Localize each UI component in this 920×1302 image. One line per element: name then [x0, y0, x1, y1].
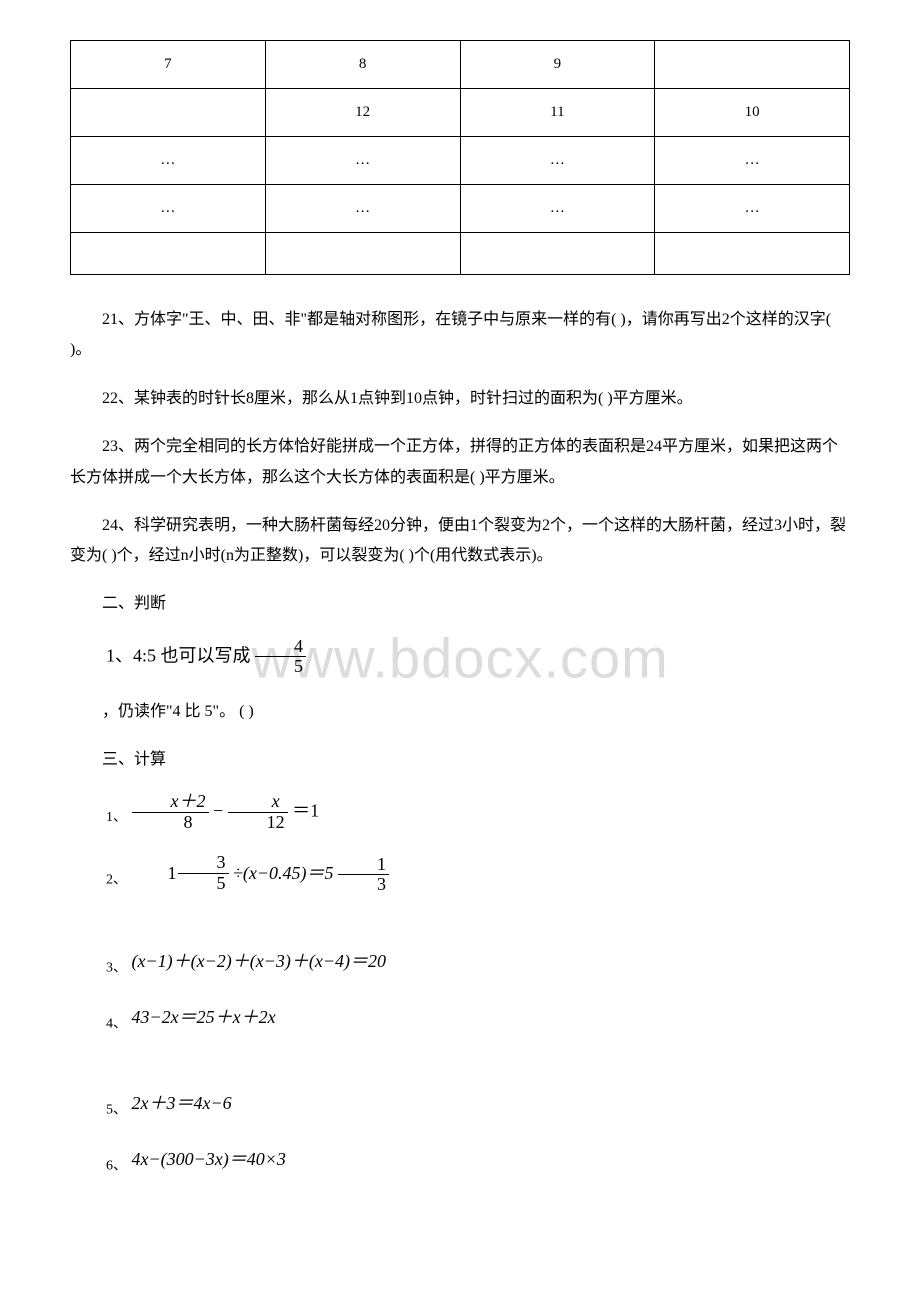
calc-4-label: 4、	[106, 1017, 127, 1032]
calc-3-expr: (x−1)＋(x−2)＋(x−3)＋(x−4)＝20	[132, 951, 387, 971]
question-21: 21、方体字"王、中、田、非"都是轴对称图形，在镜子中与原来一样的有( )，请你…	[70, 305, 850, 366]
judge-1: 1、4:5 也可以写成 4 5	[70, 637, 850, 678]
whole-part: 1	[132, 857, 177, 889]
fraction-part: 3 5	[178, 853, 229, 894]
fraction-denominator: 3	[338, 875, 389, 895]
fraction-5-1-3: 1 3	[338, 855, 389, 896]
calc-1-frac2: x 12	[228, 792, 288, 833]
table-cell: 12	[265, 89, 460, 137]
table-cell: …	[460, 185, 655, 233]
section-3-header: 三、计算	[70, 746, 850, 775]
judge-1-suffix: ，仍读作"4 比 5"。 ( )	[70, 697, 850, 727]
calc-4: 4、 43−2x＝25＋x＋2x	[70, 1001, 850, 1037]
table-row: … … … …	[71, 185, 850, 233]
table-cell: …	[265, 137, 460, 185]
judge-1-prefix: 1、4:5 也可以写成	[106, 645, 251, 665]
fraction-numerator: x	[228, 792, 288, 813]
calc-4-expr: 43−2x＝25＋x＋2x	[132, 1007, 276, 1027]
table-row: 12 11 10	[71, 89, 850, 137]
table-cell: …	[265, 185, 460, 233]
fraction-denominator: 5	[255, 657, 306, 677]
table-cell: 8	[265, 41, 460, 89]
data-table: 7 8 9 12 11 10 … … … … … … … …	[70, 40, 850, 275]
table-cell: …	[655, 137, 850, 185]
fraction-numerator: 1	[338, 855, 389, 876]
fraction-numerator: 3	[178, 853, 229, 874]
calc-3: 3、 (x−1)＋(x−2)＋(x−3)＋(x−4)＝20	[70, 945, 850, 981]
calc-5-expr: 2x＋3＝4x−6	[132, 1093, 232, 1113]
fraction-denominator: 12	[228, 813, 288, 833]
question-24: 24、科学研究表明，一种大肠杆菌每经20分钟，便由1个裂变为2个，一个这样的大肠…	[70, 511, 850, 572]
table-row: … … … …	[71, 137, 850, 185]
table-row: 7 8 9	[71, 41, 850, 89]
calc-6-expr: 4x−(300−3x)＝40×3	[132, 1149, 286, 1169]
calc-2-mid: ÷(x−0.45)＝5	[233, 863, 334, 883]
question-23: 23、两个完全相同的长方体恰好能拼成一个正方体，拼得的正方体的表面积是24平方厘…	[70, 432, 850, 493]
table-cell: 11	[460, 89, 655, 137]
minus-sign: −	[213, 801, 223, 821]
table-cell: 9	[460, 41, 655, 89]
table-cell	[71, 233, 266, 275]
fraction-4-5: 4 5	[255, 637, 306, 678]
calc-1-label: 1、	[106, 810, 127, 825]
table-cell	[265, 233, 460, 275]
table-cell	[655, 41, 850, 89]
fraction-numerator: 4	[255, 637, 306, 658]
calc-3-label: 3、	[106, 961, 127, 976]
calc-5-label: 5、	[106, 1102, 127, 1117]
table-cell: 7	[71, 41, 266, 89]
fraction-denominator: 8	[132, 813, 209, 833]
table-cell	[460, 233, 655, 275]
fraction-numerator: x＋2	[132, 792, 209, 813]
equals-result: ＝1	[292, 801, 319, 821]
calc-2: 2、 1 3 5 ÷(x−0.45)＝5 1 3	[70, 853, 850, 895]
calc-1: 1、 x＋2 8 − x 12 ＝1	[70, 792, 850, 833]
table-cell: …	[655, 185, 850, 233]
section-2-header: 二、判断	[70, 590, 850, 619]
table-row	[71, 233, 850, 275]
table-cell: …	[71, 185, 266, 233]
calc-6: 6、 4x−(300−3x)＝40×3	[70, 1143, 850, 1179]
table-cell: …	[71, 137, 266, 185]
table-cell	[655, 233, 850, 275]
calc-5: 5、 2x＋3＝4x−6	[70, 1087, 850, 1123]
calc-2-label: 2、	[106, 873, 127, 888]
calc-6-label: 6、	[106, 1158, 127, 1173]
table-cell: 10	[655, 89, 850, 137]
calc-1-frac1: x＋2 8	[132, 792, 209, 833]
question-22: 22、某钟表的时针长8厘米，那么从1点钟到10点钟，时针扫过的面积为( )平方厘…	[70, 384, 850, 414]
mixed-number-1: 1 3 5	[132, 853, 229, 894]
table-cell	[71, 89, 266, 137]
fraction-denominator: 5	[178, 874, 229, 894]
table-cell: …	[460, 137, 655, 185]
